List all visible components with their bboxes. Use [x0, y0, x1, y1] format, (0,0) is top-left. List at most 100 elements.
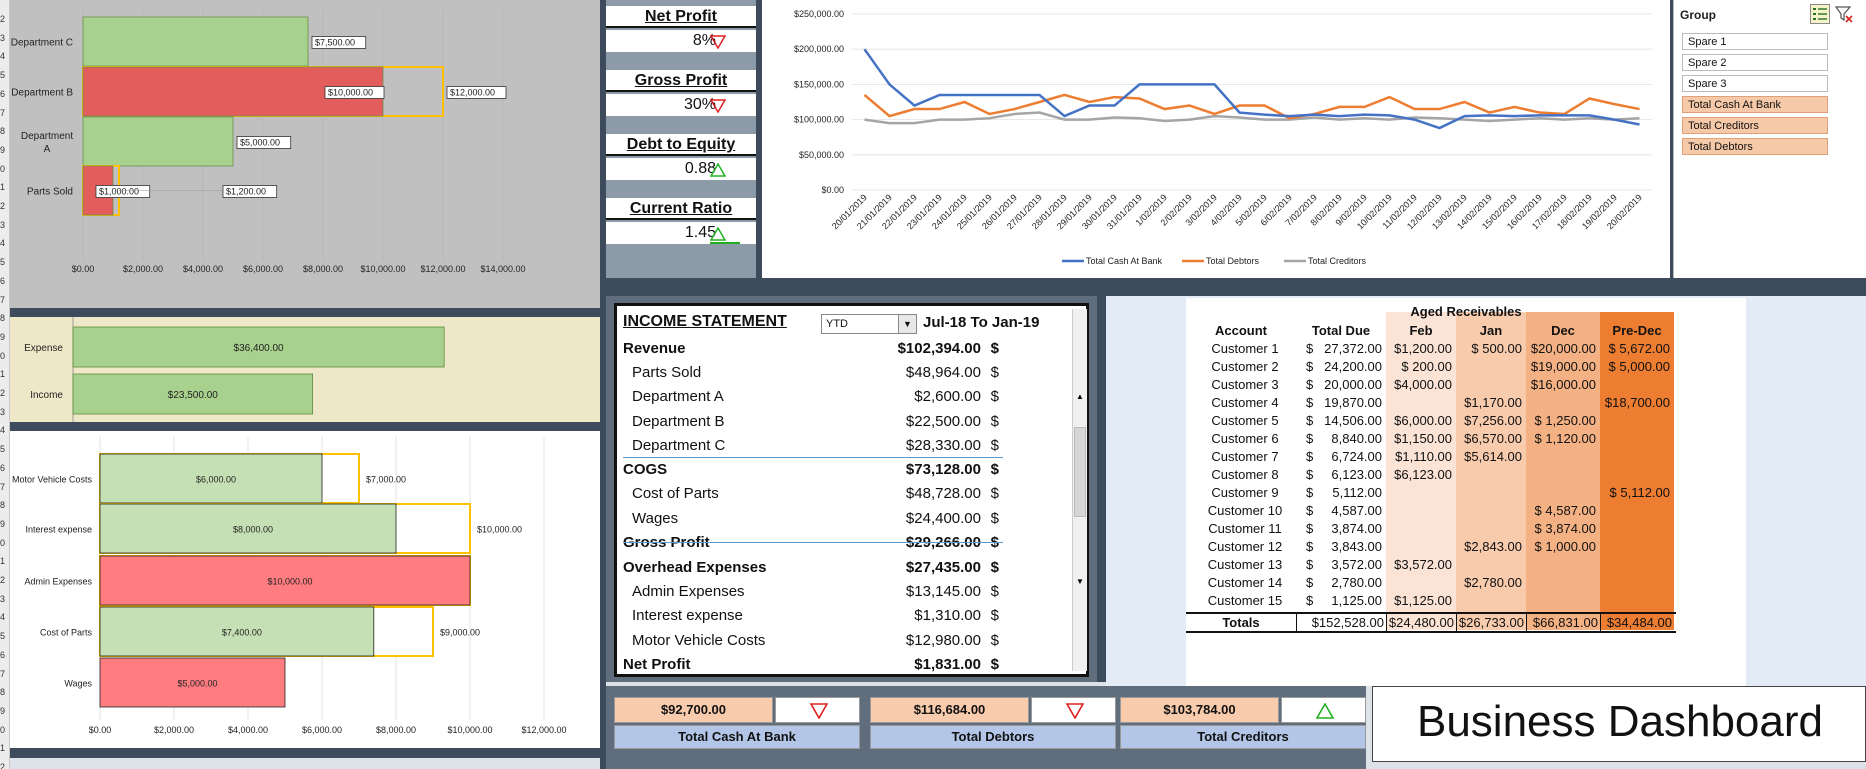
- series-line[interactable]: [863, 48, 1640, 130]
- row-number: 5: [0, 631, 6, 642]
- expenses-panel[interactable]: $0.00 $2,000.00 $4,000.00 $6,000.00 $8,000.0…: [10, 431, 600, 748]
- account-name: Customer 3: [1211, 377, 1279, 392]
- slicer-item[interactable]: Total Debtors: [1682, 138, 1828, 155]
- account-name: Customer 11: [1208, 521, 1282, 536]
- row-number: 6: [0, 88, 6, 99]
- row-number: 8: [0, 500, 6, 511]
- x-tick-label: $10,000.00: [360, 264, 405, 274]
- account-name: Customer 7: [1211, 449, 1279, 464]
- scroll-up-arrow-icon[interactable]: ▲: [1076, 392, 1084, 401]
- income-statement[interactable]: INCOME STATEMENT YTD ▼ Jul-18 To Jan-19 …: [614, 303, 1089, 677]
- receivable-amount: $6,000.00: [1394, 413, 1452, 428]
- actual-bar[interactable]: [99, 657, 286, 708]
- summary-tile[interactable]: $103,784.00 Total Creditors: [1120, 693, 1366, 749]
- x-tick-label: $2,000.00: [154, 725, 194, 735]
- income-statement-row: Cost of Parts $48,728.00 $: [623, 485, 1003, 505]
- title-banner: Business Dashboard: [1372, 686, 1866, 762]
- account-name: Customer 10: [1207, 503, 1283, 518]
- summary-tile[interactable]: $92,700.00 Total Cash At Bank: [614, 693, 860, 749]
- receivable-amount: 27,372.00: [1324, 341, 1382, 356]
- income-statement-row: Interest expense $1,310.00 $: [623, 607, 1003, 627]
- income-statement-row: Overhead Expenses $27,435.00 $: [623, 559, 1003, 579]
- department-bar-group[interactable]: [82, 16, 309, 67]
- receivable-amount: 4,587.00: [1331, 503, 1382, 518]
- cell-border: [1296, 613, 1297, 632]
- receivable-amount: $ 1,120.00: [1534, 431, 1596, 446]
- income-expense-bar[interactable]: [72, 373, 314, 415]
- summary-label: Total Debtors: [870, 725, 1116, 749]
- separator: [10, 748, 602, 758]
- category-label: Wages: [64, 679, 92, 689]
- receivable-amount: $ 1,250.00: [1534, 413, 1596, 428]
- currency-symbol: $: [1306, 467, 1314, 482]
- line-item-name: Motor Vehicle Costs: [632, 632, 766, 649]
- period-dropdown[interactable]: YTD ▼: [821, 314, 917, 334]
- income-statement-row: Department C $28,330.00 $: [623, 437, 1003, 457]
- department-bar-group[interactable]: [82, 66, 444, 117]
- currency-symbol: $: [990, 510, 999, 527]
- slicer-item[interactable]: Spare 1: [1682, 33, 1828, 50]
- department-bar-group[interactable]: [82, 116, 234, 167]
- income-expense-chart: Expense $36,400.00 Income $23,500.00: [24, 317, 445, 422]
- line-item-name: Revenue: [623, 340, 686, 357]
- currency-symbol: $: [990, 559, 999, 576]
- receivable-amount: $1,150.00: [1394, 431, 1452, 446]
- category-label: Income: [30, 390, 63, 401]
- income-statement-row: Gross Profit$29,266.00$: [623, 534, 1003, 554]
- multi-select-icon[interactable]: [1810, 4, 1830, 24]
- actual-bar[interactable]: [99, 453, 323, 504]
- currency-symbol: $: [990, 583, 999, 600]
- income-statement-title: INCOME STATEMENT: [623, 313, 787, 330]
- receivable-amount: $1,170.00: [1464, 395, 1522, 410]
- income-expense-bar[interactable]: [72, 326, 445, 368]
- receivable-amount: $ 5,112.00: [1609, 485, 1670, 500]
- income-statement-scrollbar[interactable]: ▲ ▼: [1072, 309, 1087, 671]
- clear-filter-icon[interactable]: [1834, 4, 1854, 24]
- slicer-item[interactable]: Spare 3: [1682, 75, 1828, 92]
- line-item-value: $13,145.00: [905, 583, 981, 600]
- income-statement-row: Department A $2,600.00 $: [623, 388, 1003, 408]
- line-item-value: $28,330.00: [905, 437, 981, 454]
- receivable-amount: $3,572.00: [1394, 557, 1452, 572]
- actual-bar[interactable]: [82, 116, 234, 167]
- account-name: Customer 5: [1211, 413, 1279, 428]
- slicer-item[interactable]: Total Cash At Bank: [1682, 96, 1828, 113]
- actual-bar[interactable]: [82, 16, 309, 67]
- summary-value: $92,700.00: [614, 697, 773, 723]
- currency-symbol: $: [1306, 575, 1314, 590]
- receivable-amount: 3,843.00: [1331, 539, 1382, 554]
- slicer-item[interactable]: Spare 2: [1682, 54, 1828, 71]
- row-number: 3: [0, 406, 6, 417]
- account-name: Customer 12: [1207, 539, 1283, 554]
- series-line[interactable]: [864, 111, 1640, 125]
- chevron-down-icon[interactable]: ▼: [898, 315, 916, 333]
- receivable-amount: 6,724.00: [1331, 449, 1382, 464]
- scrollbar-thumb[interactable]: [1074, 427, 1086, 517]
- row-number: 9: [0, 331, 6, 342]
- summary-tile[interactable]: $116,684.00 Total Debtors: [870, 693, 1116, 749]
- cell-border: [1526, 613, 1527, 632]
- slicer-item[interactable]: Total Creditors: [1682, 117, 1828, 134]
- series-line[interactable]: [863, 93, 1640, 120]
- legend-label: Total Cash At Bank: [1086, 256, 1163, 266]
- aged-receivables-title: Aged Receivables: [1410, 304, 1522, 319]
- line-item-name: Department A: [632, 388, 724, 405]
- department-chart-panel[interactable]: $0.00 $2,000.00 $4,000.00 $6,000.00 $8,000.0…: [10, 0, 600, 308]
- receivable-amount: $18,700.00: [1604, 395, 1670, 410]
- receivable-amount: $ 500.00: [1471, 341, 1522, 356]
- kpi-value: 1.45: [606, 222, 756, 244]
- trend-chart-panel[interactable]: $250,000.00 $200,000.00 $150,000.00 $100,00…: [762, 0, 1670, 278]
- row-number: 5: [0, 70, 6, 81]
- actual-bar[interactable]: [99, 606, 375, 657]
- income-expense-panel[interactable]: Expense $36,400.00 Income $23,500.00: [10, 317, 600, 422]
- group-slicer[interactable]: Group Spare 1 Spare 2 Spare 3 Total Cash At…: [1673, 0, 1866, 278]
- totals-rule: [1186, 631, 1676, 633]
- scroll-down-arrow-icon[interactable]: ▼: [1076, 577, 1084, 586]
- target-data-label: $1,200.00: [226, 187, 266, 197]
- receivable-amount: $2,843.00: [1464, 539, 1522, 554]
- actual-bar[interactable]: [99, 503, 397, 554]
- actual-bar[interactable]: [99, 555, 471, 606]
- y-tick-label: $50,000.00: [799, 150, 844, 160]
- kpi-title: Debt to Equity: [606, 134, 756, 156]
- aged-receivables-table[interactable]: Aged Receivables Account Total Due Feb Jan D…: [1186, 298, 1746, 686]
